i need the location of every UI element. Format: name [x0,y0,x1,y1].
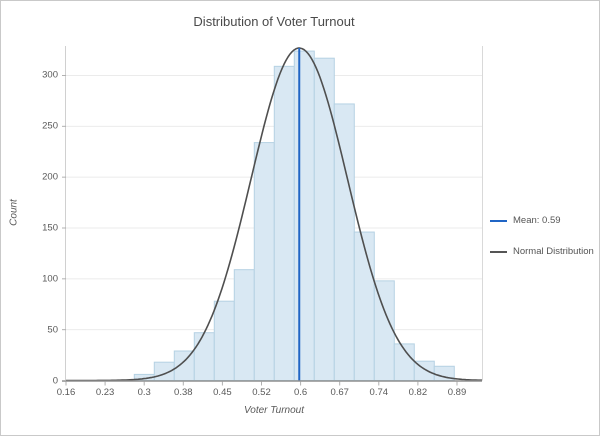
normal-distribution-swatch [490,250,507,253]
y-tick-label: 250 [42,120,58,132]
legend-item-normal: Normal Distribution [490,246,598,257]
histogram-bar [213,300,235,381]
legend-label-mean: Mean: 0.59 [513,215,561,226]
histogram-bar [193,332,215,382]
histogram-bar [253,142,275,381]
x-tick-label: 0.89 [447,387,467,398]
histogram-bar [233,269,255,382]
y-tick-label: 0 [52,375,58,386]
x-tick-label: 0.38 [174,387,193,398]
x-tick-label: 0.82 [408,387,428,398]
histogram-bar [333,103,355,382]
mean-line-swatch [490,219,507,222]
x-tick-label: 0.23 [95,387,115,398]
x-tick-label: 0.74 [369,387,389,398]
histogram-bar [353,231,375,381]
histogram-bar [293,50,315,381]
y-tick-label: 50 [47,324,58,336]
histogram-bar [313,57,335,381]
y-tick-label: 150 [42,222,58,234]
y-tick-label: 100 [42,273,58,285]
legend-item-mean: Mean: 0.59 [490,215,598,226]
x-tick-label: 0.6 [293,387,308,398]
legend-label-normal: Normal Distribution [513,246,594,257]
y-axis-title: Count [8,199,20,226]
histogram-bar [173,350,195,381]
chart-title: Distribution of Voter Turnout [193,14,355,29]
x-axis-title: Voter Turnout [243,405,305,416]
normal-distribution-curve [66,47,482,382]
y-tick-label: 300 [42,69,58,81]
x-tick-label: 0.45 [213,387,232,398]
x-tick-label: 0.67 [330,387,349,398]
legend: Mean: 0.59 Normal Distribution [490,215,598,277]
x-tick-label: 0.52 [252,387,271,398]
histogram-bar [373,280,395,381]
x-tick-label: 0.16 [56,387,76,398]
histogram-bar [273,65,295,381]
y-tick-label: 200 [42,171,58,183]
x-tick-label: 0.3 [137,387,151,398]
